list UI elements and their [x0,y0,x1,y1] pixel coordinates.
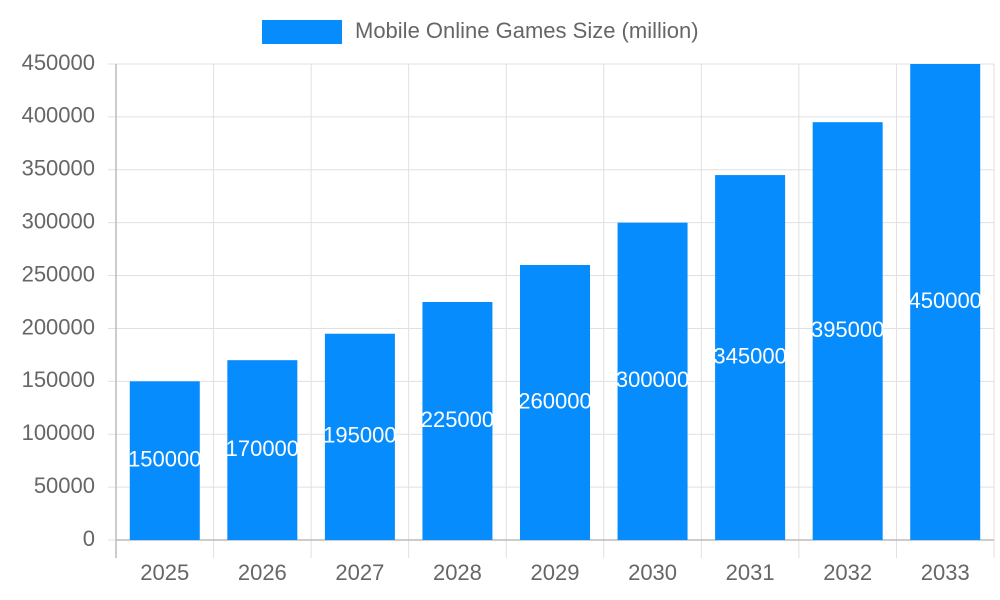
y-tick-label: 150000 [22,367,95,392]
bar [324,333,395,540]
x-tick-label: 2030 [628,560,677,585]
bar [422,302,493,540]
data-label: 300000 [616,367,689,392]
bar [715,175,786,541]
bar [812,122,883,540]
y-tick-label: 100000 [22,420,95,445]
legend-swatch [262,20,342,44]
y-tick-label: 300000 [22,208,95,233]
x-tick-label: 2028 [433,560,482,585]
bar [617,222,688,540]
bar [129,381,200,540]
y-tick-label: 0 [83,526,95,551]
y-tick-label: 200000 [22,314,95,339]
bar [910,64,981,540]
data-label: 170000 [226,436,299,461]
data-label: 395000 [811,317,884,342]
y-tick-label: 400000 [22,103,95,128]
data-label: 150000 [128,446,201,471]
data-label: 345000 [713,343,786,368]
legend-label: Mobile Online Games Size (million) [355,18,699,43]
data-label: 450000 [909,288,982,313]
x-tick-label: 2026 [238,560,287,585]
x-tick-label: 2032 [823,560,872,585]
bar [227,360,298,540]
x-tick-label: 2027 [335,560,384,585]
y-tick-label: 350000 [22,156,95,181]
x-tick-label: 2033 [921,560,970,585]
x-tick-label: 2029 [531,560,580,585]
y-tick-label: 450000 [22,50,95,75]
y-tick-label: 50000 [34,473,95,498]
y-tick-label: 250000 [22,261,95,286]
data-label: 260000 [518,388,591,413]
data-label: 195000 [323,423,396,448]
x-tick-label: 2025 [140,560,189,585]
bar [520,264,590,540]
data-label: 225000 [421,407,494,432]
x-tick-label: 2031 [726,560,775,585]
